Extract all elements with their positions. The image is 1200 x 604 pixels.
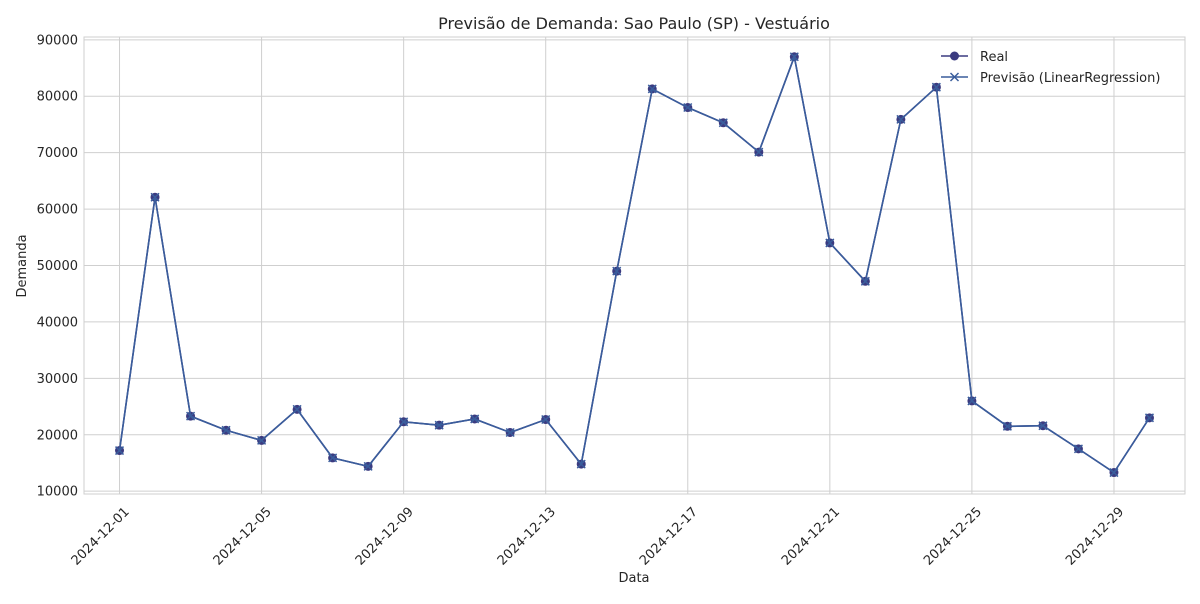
forecast-data-point (612, 266, 622, 276)
y-tick-label: 10000 (37, 485, 78, 500)
legend-forecast-label: Previsão (LinearRegression) (980, 71, 1160, 86)
grid-lines (84, 37, 1185, 494)
forecast-data-point (257, 435, 267, 445)
forecast-data-point (1144, 413, 1155, 423)
series-line-forecast (118, 53, 1151, 474)
forecast-data-point (576, 459, 586, 469)
y-tick-label: 90000 (37, 33, 78, 48)
forecast-data-point (1109, 468, 1119, 478)
plot-frame (83, 36, 1186, 495)
x-axis-ticks: 2024-12-01 2024-12-05 2024-12-09 2024-12-13… (69, 505, 1127, 569)
forecast-data-point (470, 414, 480, 424)
forecast-data-point (292, 404, 302, 414)
forecast-data-point (683, 102, 693, 113)
series-layer (114, 52, 1155, 478)
legend-forecast-marker (949, 72, 960, 82)
forecast-data-point (221, 425, 231, 435)
x-tick-label: 2024-12-17 (637, 505, 701, 569)
forecast-data-point (328, 453, 338, 463)
y-tick-label: 60000 (37, 203, 78, 218)
y-axis-label: Demanda (15, 234, 30, 297)
x-tick-label: 2024-12-05 (211, 505, 275, 569)
forecast-data-point (505, 427, 515, 438)
y-tick-label: 70000 (37, 146, 78, 161)
forecast-data-point (718, 118, 728, 128)
forecast-data-point (860, 276, 870, 286)
x-tick-label: 2024-12-09 (353, 505, 417, 569)
forecast-data-point (114, 446, 125, 456)
forecast-data-point (1073, 444, 1083, 454)
forecast-data-point (1002, 421, 1012, 431)
forecast-data-point (647, 84, 657, 94)
forecast-data-point (150, 192, 160, 202)
x-axis-label: Data (618, 571, 649, 586)
x-tick-label: 2024-12-25 (921, 505, 985, 569)
x-tick-label: 2024-12-29 (1063, 505, 1127, 569)
y-tick-label: 40000 (37, 315, 78, 330)
y-tick-label: 20000 (37, 428, 78, 443)
forecast-data-point (363, 461, 373, 471)
forecast-data-point (967, 396, 977, 406)
forecast-data-point (754, 147, 764, 157)
legend-real-marker (950, 51, 959, 61)
forecast-data-point (931, 82, 941, 92)
forecast-data-point (434, 420, 444, 430)
forecast-data-point (399, 417, 409, 427)
forecast-data-point (186, 411, 196, 421)
forecast-data-point (825, 238, 835, 248)
forecast-data-point (541, 414, 551, 425)
y-tick-label: 80000 (37, 90, 78, 105)
x-tick-label: 2024-12-01 (69, 505, 133, 569)
forecast-data-point (896, 114, 906, 124)
y-tick-label: 50000 (37, 259, 78, 274)
x-tick-label: 2024-12-21 (779, 505, 843, 569)
legend-real-label: Real (980, 50, 1008, 65)
y-tick-label: 30000 (37, 372, 78, 387)
forecast-data-point (1038, 421, 1048, 431)
series-line-real (118, 53, 1151, 474)
x-tick-label: 2024-12-13 (495, 505, 559, 569)
forecast-data-point (789, 52, 799, 62)
chart-title: Previsão de Demanda: Sao Paulo (SP) - Ve… (438, 14, 830, 33)
y-axis-ticks: 10000 20000 30000 40000 50000 60000 70000 80000… (37, 33, 78, 499)
legend: Real Previsão (LinearRegression) (941, 50, 1160, 86)
